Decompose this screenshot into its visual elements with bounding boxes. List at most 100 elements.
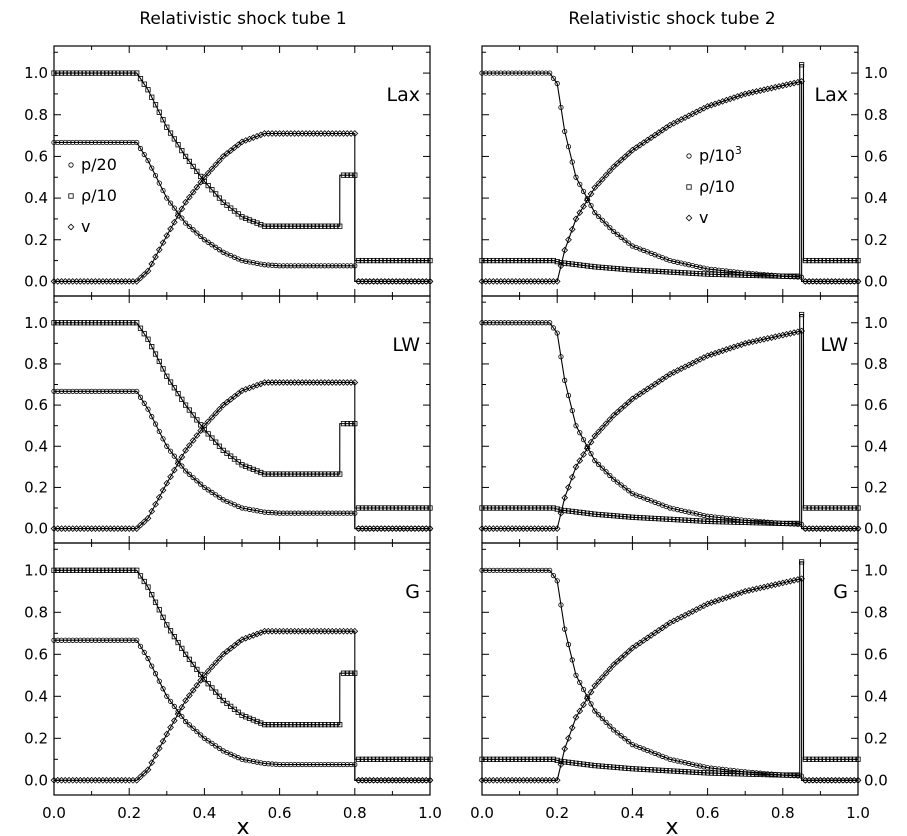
circle-marker <box>145 157 151 164</box>
square-marker <box>565 759 572 765</box>
circle-marker <box>524 70 530 76</box>
diamond-marker <box>178 703 186 711</box>
circle-marker <box>141 649 147 656</box>
circle-marker <box>62 388 68 394</box>
square-marker <box>738 272 745 278</box>
circle-marker <box>303 761 309 768</box>
square-marker <box>179 147 185 154</box>
square-marker <box>659 269 666 275</box>
square-marker <box>829 505 835 511</box>
circle-marker <box>565 392 572 399</box>
square-marker <box>791 273 797 279</box>
diamond-marker <box>798 327 805 335</box>
diamond-marker <box>617 156 625 164</box>
square-marker <box>686 270 692 276</box>
square-marker <box>288 471 294 477</box>
square-marker <box>825 257 831 264</box>
circle-marker <box>51 637 57 643</box>
circle-marker <box>720 515 726 521</box>
diamond-marker <box>163 479 171 487</box>
square-marker <box>731 771 737 777</box>
circle-marker <box>727 516 733 522</box>
diamond-marker <box>768 84 775 92</box>
square-marker <box>367 505 373 511</box>
y-tick-label: 0.0 <box>24 771 48 789</box>
square-marker <box>119 567 125 573</box>
square-marker <box>674 768 681 774</box>
diamond-marker <box>155 246 163 254</box>
diamond-marker <box>565 236 572 244</box>
square-marker <box>847 505 854 511</box>
square-marker <box>344 670 350 676</box>
circle-marker <box>543 320 549 326</box>
diamond-marker <box>738 341 745 348</box>
diamond-marker <box>655 626 663 634</box>
square-marker <box>614 513 620 519</box>
circle-marker <box>149 165 155 171</box>
square-marker <box>479 257 485 264</box>
diamond-marker <box>741 587 749 595</box>
square-marker <box>307 471 313 477</box>
diamond-marker <box>185 193 193 201</box>
square-marker <box>190 661 196 667</box>
circle-marker <box>68 162 74 168</box>
square-marker <box>735 771 741 777</box>
square-marker <box>81 567 87 573</box>
circle-marker <box>299 263 305 269</box>
square-marker <box>122 70 129 76</box>
diamond-marker <box>216 405 223 413</box>
diamond-marker <box>768 582 775 589</box>
circle-marker <box>483 320 489 326</box>
square-marker <box>501 257 508 264</box>
square-marker <box>318 471 324 477</box>
square-marker <box>513 257 519 264</box>
square-marker <box>532 257 538 264</box>
circle-marker <box>254 508 260 514</box>
square-marker <box>851 257 857 264</box>
circle-marker <box>213 244 219 250</box>
square-marker <box>686 184 692 190</box>
diamond-marker <box>753 337 760 345</box>
circle-marker <box>727 268 733 275</box>
square-marker <box>622 266 628 272</box>
square-marker <box>51 70 57 76</box>
square-marker <box>115 567 121 573</box>
square-marker <box>62 567 68 573</box>
circle-marker <box>269 510 275 516</box>
square-marker <box>126 70 132 76</box>
square-marker <box>182 153 189 160</box>
diamond-marker <box>561 246 569 254</box>
circle-marker <box>603 469 609 475</box>
square-marker <box>720 519 726 525</box>
square-marker <box>539 257 545 264</box>
y-tick-label: 0.2 <box>24 231 48 249</box>
diamond-marker <box>208 165 216 173</box>
diamond-marker <box>174 710 182 718</box>
square-marker <box>761 273 767 279</box>
square-marker <box>705 518 711 524</box>
circle-marker <box>100 139 106 146</box>
circle-marker <box>111 388 117 394</box>
square-marker <box>697 518 703 524</box>
square-marker <box>565 508 572 514</box>
diamond-marker <box>201 671 208 679</box>
square-marker <box>648 767 654 773</box>
circle-marker <box>505 320 511 326</box>
square-marker <box>250 218 256 225</box>
circle-marker <box>318 510 324 516</box>
circle-marker <box>573 174 579 180</box>
square-marker <box>543 756 549 762</box>
legend-tube-2: p/103 ρ/10 v <box>685 144 742 227</box>
x-tick-label: 0.6 <box>696 804 720 822</box>
square-marker <box>554 506 560 512</box>
diamond-marker <box>178 205 186 213</box>
square-marker <box>509 756 515 762</box>
circle-marker <box>254 759 260 765</box>
square-marker <box>776 520 782 526</box>
square-marker <box>73 70 80 76</box>
diamond-marker <box>185 442 193 449</box>
square-marker <box>246 465 253 471</box>
diamond-marker <box>632 642 640 649</box>
square-marker <box>832 505 839 511</box>
square-marker <box>389 756 396 762</box>
